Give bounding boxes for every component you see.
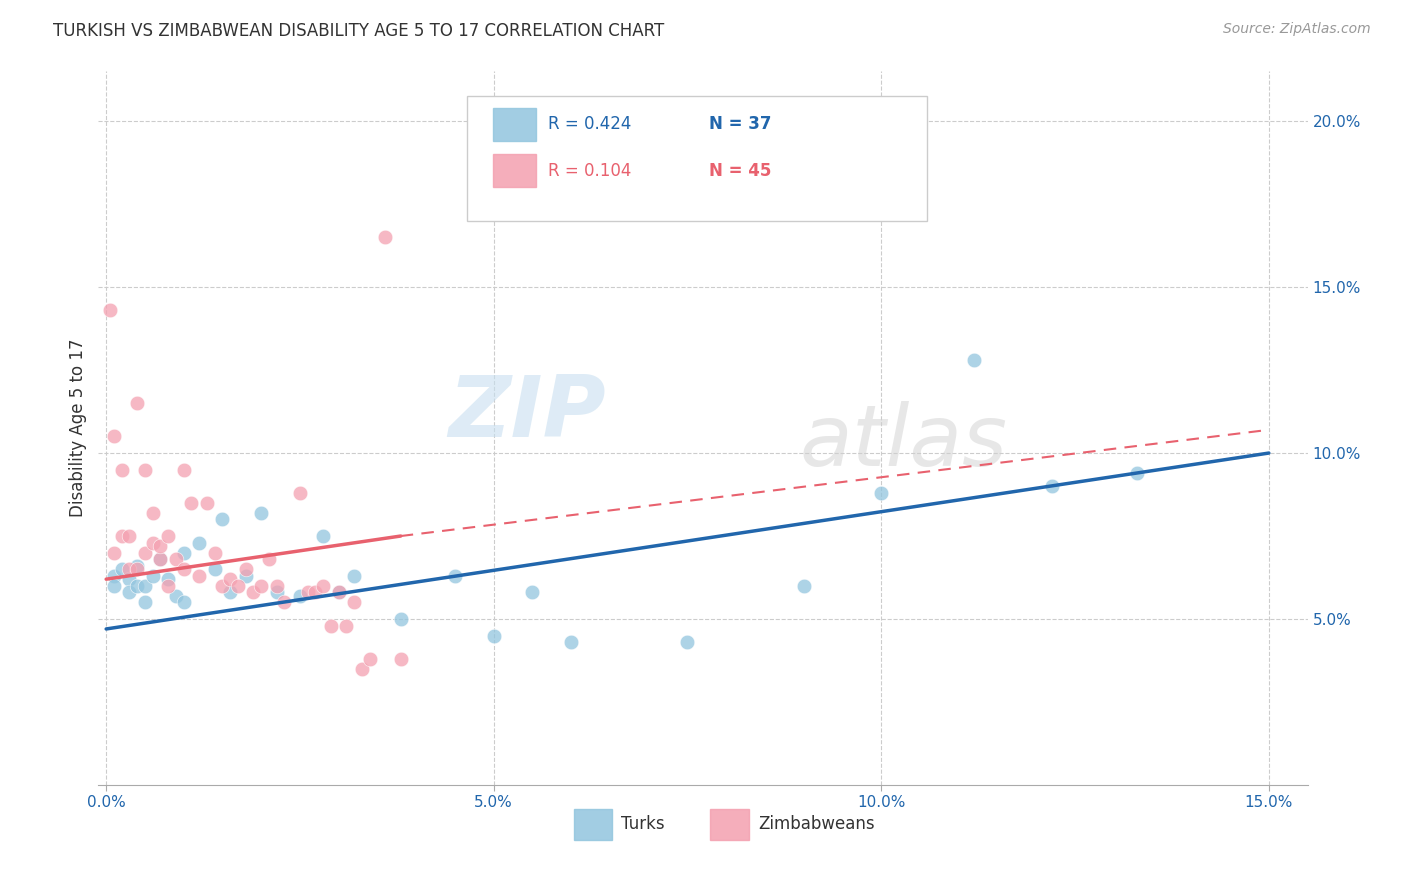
- Point: [157, 529, 180, 543]
- Point: [560, 635, 582, 649]
- Point: [676, 635, 699, 649]
- Point: [103, 569, 125, 583]
- Point: [157, 579, 180, 593]
- Point: [211, 579, 233, 593]
- Point: [111, 529, 134, 543]
- Text: ZIP: ZIP: [449, 372, 606, 456]
- Text: N = 45: N = 45: [709, 161, 772, 179]
- Point: [195, 496, 218, 510]
- Point: [118, 529, 141, 543]
- Point: [793, 579, 815, 593]
- Point: [963, 353, 986, 368]
- Point: [188, 569, 211, 583]
- Text: Turks: Turks: [621, 815, 665, 833]
- Point: [335, 618, 357, 632]
- Point: [312, 579, 335, 593]
- Point: [219, 572, 242, 586]
- Point: [134, 595, 156, 609]
- Point: [127, 396, 149, 410]
- Point: [165, 552, 187, 566]
- Text: Source: ZipAtlas.com: Source: ZipAtlas.com: [1223, 22, 1371, 37]
- Point: [204, 546, 226, 560]
- Point: [173, 595, 195, 609]
- Point: [103, 546, 125, 560]
- Point: [118, 572, 141, 586]
- Point: [374, 230, 396, 244]
- Point: [235, 562, 257, 576]
- Point: [134, 463, 156, 477]
- Y-axis label: Disability Age 5 to 17: Disability Age 5 to 17: [69, 339, 87, 517]
- Point: [103, 429, 125, 443]
- Point: [350, 662, 373, 676]
- FancyBboxPatch shape: [467, 96, 927, 221]
- Point: [157, 572, 180, 586]
- Point: [522, 585, 544, 599]
- FancyBboxPatch shape: [574, 808, 613, 840]
- Point: [1040, 479, 1063, 493]
- Point: [482, 629, 505, 643]
- Point: [188, 535, 211, 549]
- Point: [343, 595, 366, 609]
- Point: [389, 612, 412, 626]
- Point: [304, 585, 326, 599]
- Point: [98, 303, 121, 318]
- Point: [134, 579, 156, 593]
- Point: [328, 585, 350, 599]
- Point: [211, 512, 233, 526]
- Point: [343, 569, 366, 583]
- Point: [165, 589, 187, 603]
- Text: N = 37: N = 37: [709, 115, 772, 133]
- FancyBboxPatch shape: [710, 808, 749, 840]
- Point: [242, 585, 264, 599]
- Point: [266, 579, 288, 593]
- Text: atlas: atlas: [800, 401, 1008, 484]
- Point: [870, 486, 893, 500]
- Point: [288, 486, 311, 500]
- Point: [204, 562, 226, 576]
- Point: [127, 558, 149, 573]
- Point: [273, 595, 295, 609]
- Text: R = 0.424: R = 0.424: [548, 115, 631, 133]
- Point: [111, 562, 134, 576]
- FancyBboxPatch shape: [492, 108, 536, 141]
- Point: [127, 579, 149, 593]
- Point: [235, 569, 257, 583]
- Point: [142, 506, 165, 520]
- Point: [173, 463, 195, 477]
- Point: [250, 506, 273, 520]
- Point: [149, 552, 172, 566]
- FancyBboxPatch shape: [492, 154, 536, 187]
- Point: [111, 463, 134, 477]
- Text: R = 0.104: R = 0.104: [548, 161, 631, 179]
- Point: [142, 569, 165, 583]
- Point: [312, 529, 335, 543]
- Point: [118, 585, 141, 599]
- Point: [127, 562, 149, 576]
- Point: [389, 652, 412, 666]
- Point: [250, 579, 273, 593]
- Point: [288, 589, 311, 603]
- Text: TURKISH VS ZIMBABWEAN DISABILITY AGE 5 TO 17 CORRELATION CHART: TURKISH VS ZIMBABWEAN DISABILITY AGE 5 T…: [53, 22, 665, 40]
- Text: Zimbabweans: Zimbabweans: [759, 815, 876, 833]
- Point: [173, 546, 195, 560]
- Point: [149, 552, 172, 566]
- Point: [266, 585, 288, 599]
- Point: [118, 562, 141, 576]
- Point: [173, 562, 195, 576]
- Point: [257, 552, 280, 566]
- Point: [134, 546, 156, 560]
- Point: [297, 585, 319, 599]
- Point: [328, 585, 350, 599]
- Point: [226, 579, 249, 593]
- Point: [444, 569, 467, 583]
- Point: [359, 652, 381, 666]
- Point: [319, 618, 342, 632]
- Point: [142, 535, 165, 549]
- Point: [219, 585, 242, 599]
- Point: [103, 579, 125, 593]
- Point: [1126, 466, 1149, 480]
- Point: [149, 539, 172, 553]
- Point: [180, 496, 202, 510]
